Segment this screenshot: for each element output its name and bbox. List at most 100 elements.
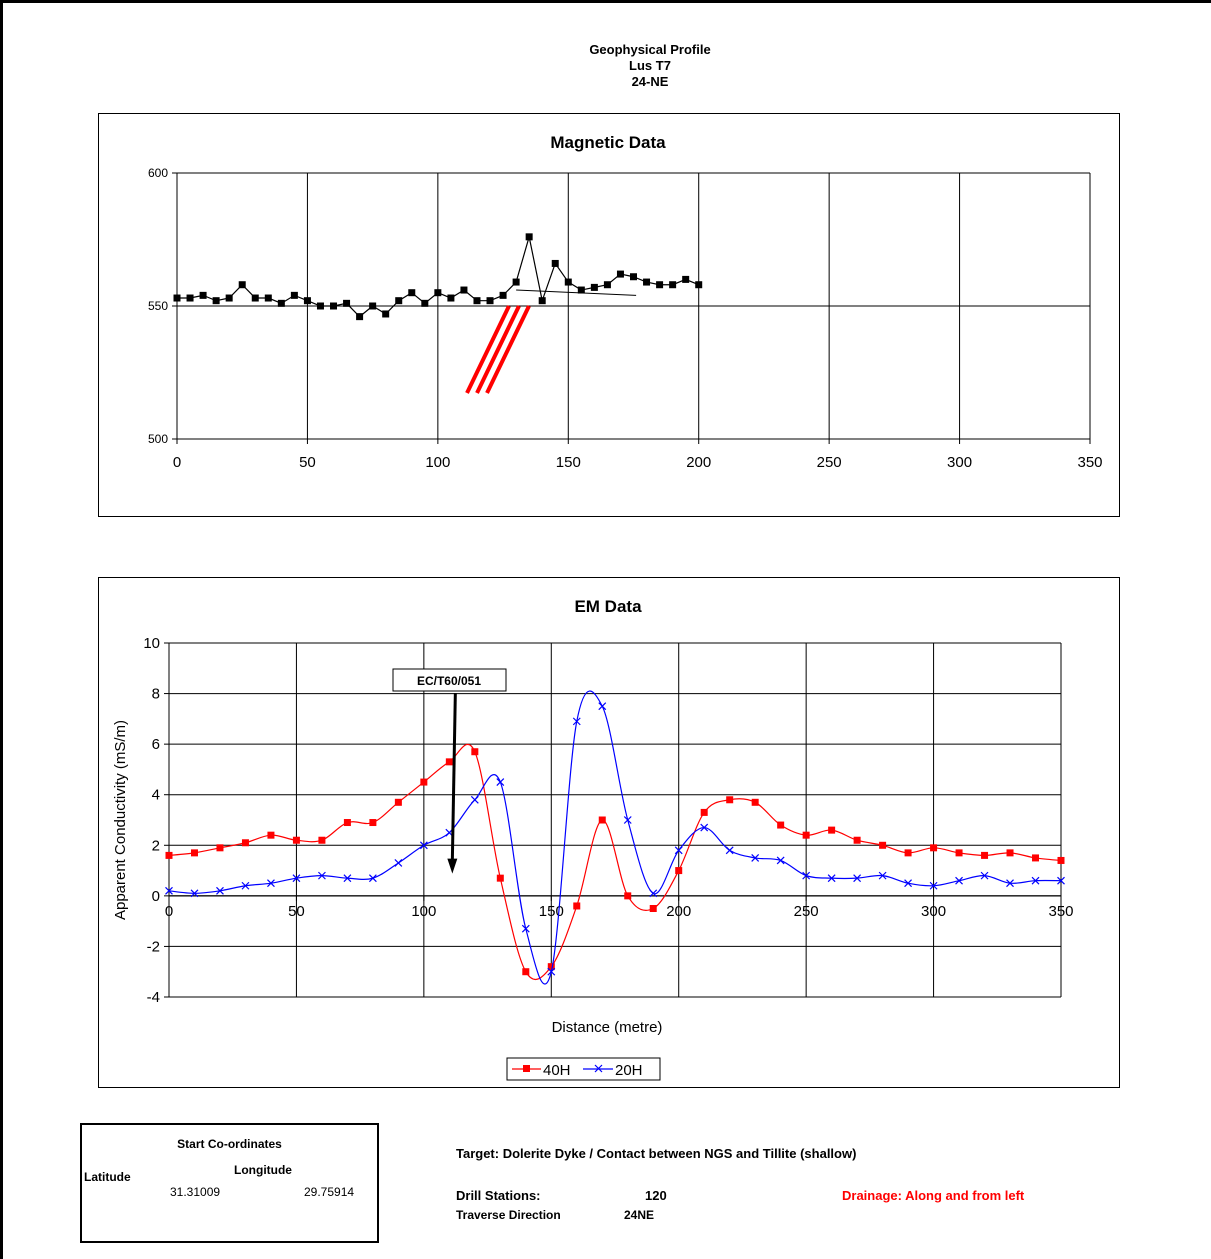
em-data-point-40H xyxy=(420,778,428,786)
em-series-line-20H xyxy=(168,690,1062,985)
magnetic-data-point xyxy=(225,294,233,302)
em-y-tick-label: 2 xyxy=(152,837,160,854)
target-text: Target: Dolerite Dyke / Contact between … xyxy=(456,1146,857,1161)
magnetic-data-point xyxy=(695,281,703,289)
magnetic-data-point xyxy=(251,294,259,302)
magnetic-chart: Magnetic Data 0 50 100 150 200 250 300 350 500 550… xyxy=(148,133,1103,471)
magnetic-data-point xyxy=(264,294,272,302)
em-data-point-20H xyxy=(165,886,173,895)
magnetic-x-tick-label: 250 xyxy=(817,454,842,471)
magnetic-data-point xyxy=(538,297,546,305)
magnetic-data-point xyxy=(173,294,181,302)
em-data-point-40H xyxy=(1032,854,1040,862)
em-data-point-20H xyxy=(317,871,326,880)
em-data-point-40H xyxy=(675,867,683,875)
magnetic-data-point xyxy=(460,286,468,294)
magnetic-data-point xyxy=(434,289,442,297)
callout-box xyxy=(392,668,507,692)
magnetic-data-point xyxy=(356,313,364,321)
dyke-stroke xyxy=(485,305,531,394)
coordinates-title: Start Co-ordinates xyxy=(177,1137,282,1151)
magnetic-data-point xyxy=(616,270,624,278)
magnetic-x-tick-label: 50 xyxy=(299,454,316,471)
magnetic-data-point xyxy=(603,281,611,289)
magnetic-data-point xyxy=(408,289,416,297)
em-data-point-20H xyxy=(929,881,938,890)
magnetic-data-point xyxy=(630,273,637,281)
magnetic-data-point xyxy=(421,299,429,307)
em-data-point-40H xyxy=(369,819,377,827)
magnetic-data-point xyxy=(643,278,651,286)
em-data-point-20H xyxy=(853,874,862,883)
magnetic-chart-title: Magnetic Data xyxy=(550,133,666,152)
magnetic-y-tick-label: 500 xyxy=(148,432,168,446)
em-data-point-20H xyxy=(216,886,224,895)
legend-marker-40H xyxy=(523,1065,530,1072)
drill-stations-value: 120 xyxy=(645,1188,667,1203)
em-data-point-20H xyxy=(496,778,505,786)
em-data-point-20H xyxy=(827,874,836,883)
em-data-point-20H xyxy=(649,889,658,898)
callout-arrow-shaft xyxy=(450,692,457,861)
callout-arrow-head xyxy=(447,858,458,874)
em-data-point-20H xyxy=(802,871,811,880)
magnetic-data-point xyxy=(512,278,520,286)
magnetic-data-point xyxy=(303,297,311,305)
em-data-point-20H xyxy=(674,846,683,855)
em-data-point-40H xyxy=(318,836,326,844)
magnetic-data-point xyxy=(186,294,194,302)
em-y-tick-label: 0 xyxy=(152,888,160,905)
em-data-point-40H xyxy=(726,796,734,804)
em-data-point-20H xyxy=(419,841,428,850)
em-data-point-40H xyxy=(522,968,530,976)
em-data-point-20H xyxy=(598,702,607,711)
em-x-tick-label: 100 xyxy=(411,903,436,920)
em-data-point-40H xyxy=(190,849,198,857)
em-data-point-20H xyxy=(980,871,989,880)
magnetic-data-point xyxy=(564,278,572,286)
magnetic-y-tick-label: 600 xyxy=(148,166,168,180)
em-data-point-20H xyxy=(1031,876,1040,885)
drill-stations-label: Drill Stations: xyxy=(456,1188,541,1203)
em-data-point-20H xyxy=(1006,879,1014,888)
magnetic-y-tick-label: 550 xyxy=(148,299,168,313)
page-title: Geophysical Profile xyxy=(589,42,711,57)
em-x-tick-label: 200 xyxy=(666,903,691,920)
em-x-axis-label: Distance (metre) xyxy=(552,1019,663,1036)
magnetic-data-point xyxy=(525,233,533,241)
magnetic-x-tick-label: 150 xyxy=(556,454,581,471)
em-data-point-40H xyxy=(955,849,963,857)
magnetic-data-point xyxy=(343,299,351,307)
em-data-point-40H xyxy=(292,836,300,844)
em-data-point-40H xyxy=(547,963,555,971)
em-data-point-40H xyxy=(598,816,606,824)
magnetic-chart-area xyxy=(98,113,1120,517)
em-y-tick-label: 6 xyxy=(152,736,160,753)
em-data-point-20H xyxy=(241,881,250,890)
longitude-value: 29.75914 xyxy=(304,1185,355,1199)
em-data-point-20H xyxy=(700,823,709,832)
em-data-point-40H xyxy=(981,851,989,859)
em-chart-area xyxy=(98,577,1120,1088)
em-chart-title: EM Data xyxy=(574,597,642,616)
em-data-point-20H xyxy=(394,859,403,867)
em-x-tick-label: 250 xyxy=(794,903,819,920)
em-data-point-40H xyxy=(649,905,657,912)
magnetic-data-point xyxy=(669,281,677,289)
magnetic-data-point xyxy=(382,310,390,318)
em-data-point-40H xyxy=(165,851,173,859)
em-data-point-40H xyxy=(1006,849,1014,857)
magnetic-data-point xyxy=(238,281,246,289)
em-data-point-40H xyxy=(267,831,275,839)
magnetic-data-point xyxy=(577,286,585,294)
em-data-point-20H xyxy=(904,879,913,888)
em-data-point-20H xyxy=(470,795,479,804)
magnetic-data-point xyxy=(656,281,664,289)
em-data-point-20H xyxy=(521,924,530,933)
em-data-point-40H xyxy=(751,798,759,806)
page-subtitle-direction: 24-NE xyxy=(631,74,669,89)
legend-marker-20H xyxy=(594,1064,603,1073)
em-data-point-40H xyxy=(700,808,708,816)
em-data-point-40H xyxy=(471,748,479,756)
